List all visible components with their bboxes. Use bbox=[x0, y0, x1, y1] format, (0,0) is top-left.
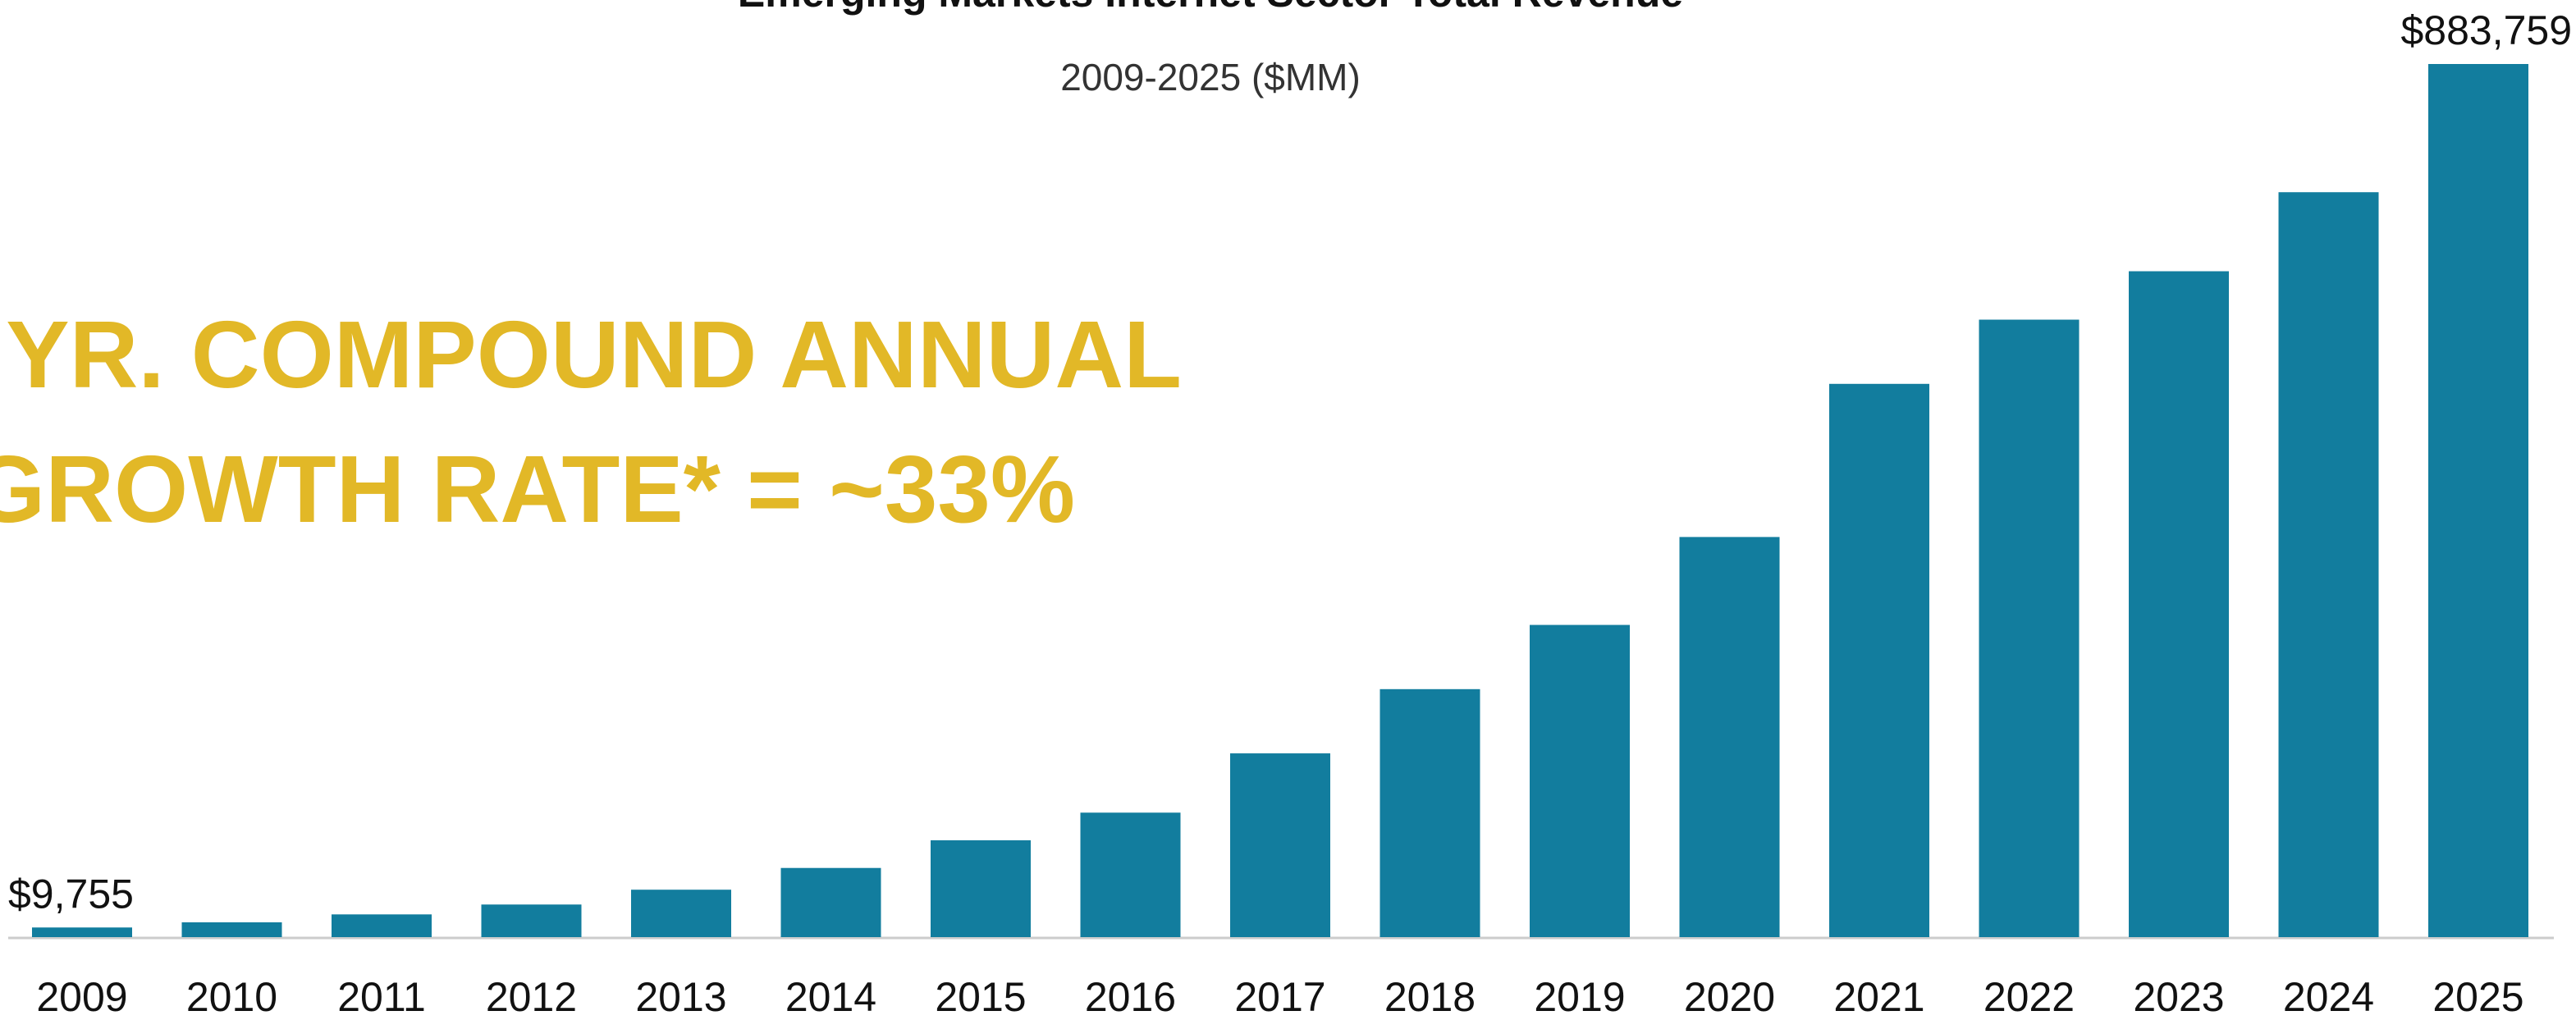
x-tick-label: 2009 bbox=[36, 974, 127, 1020]
bar bbox=[1530, 624, 1630, 937]
x-tick-label: 2019 bbox=[1534, 974, 1625, 1020]
x-tick-label: 2023 bbox=[2133, 974, 2224, 1020]
x-tick-label: 2011 bbox=[337, 974, 426, 1020]
value-label: $883,759 bbox=[2400, 7, 2572, 53]
bar bbox=[631, 890, 731, 937]
x-tick-label: 2012 bbox=[486, 974, 577, 1020]
bar bbox=[1829, 383, 1929, 937]
bar bbox=[1230, 753, 1330, 937]
value-label: $9,755 bbox=[8, 871, 134, 917]
bar bbox=[332, 914, 432, 937]
bar bbox=[1679, 537, 1780, 937]
x-tick-label: 2015 bbox=[935, 974, 1026, 1020]
bar bbox=[931, 840, 1031, 937]
bar bbox=[32, 927, 132, 937]
bar bbox=[2129, 271, 2229, 938]
bar bbox=[1380, 688, 1480, 937]
x-tick-label: 2020 bbox=[1684, 974, 1775, 1020]
x-tick-label: 2016 bbox=[1085, 974, 1176, 1020]
x-tick-label: 2013 bbox=[635, 974, 726, 1020]
x-tick-label: 2021 bbox=[1833, 974, 1924, 1020]
annotation: GROWTH RATE* = ~33% bbox=[0, 436, 1075, 542]
x-tick-label: 2014 bbox=[785, 974, 876, 1020]
bar bbox=[780, 867, 881, 937]
annotation: 15 YR. COMPOUND ANNUAL bbox=[0, 301, 1182, 408]
bar bbox=[1979, 319, 2080, 937]
bar bbox=[481, 904, 582, 937]
chart-subtitle: 2009-2025 ($MM) bbox=[1060, 56, 1361, 98]
chart-title: Emerging Markets Internet Sector Total R… bbox=[738, 0, 1683, 16]
bar bbox=[2428, 64, 2528, 937]
bar bbox=[1080, 812, 1181, 937]
bar bbox=[181, 922, 282, 937]
x-tick-label: 2017 bbox=[1234, 974, 1325, 1020]
x-tick-label: 2010 bbox=[186, 974, 277, 1020]
x-tick-label: 2025 bbox=[2432, 974, 2523, 1020]
x-tick-label: 2018 bbox=[1384, 974, 1476, 1020]
bar bbox=[2278, 192, 2379, 938]
x-tick-label: 2024 bbox=[2283, 974, 2374, 1020]
x-tick-label: 2022 bbox=[1983, 974, 2075, 1020]
